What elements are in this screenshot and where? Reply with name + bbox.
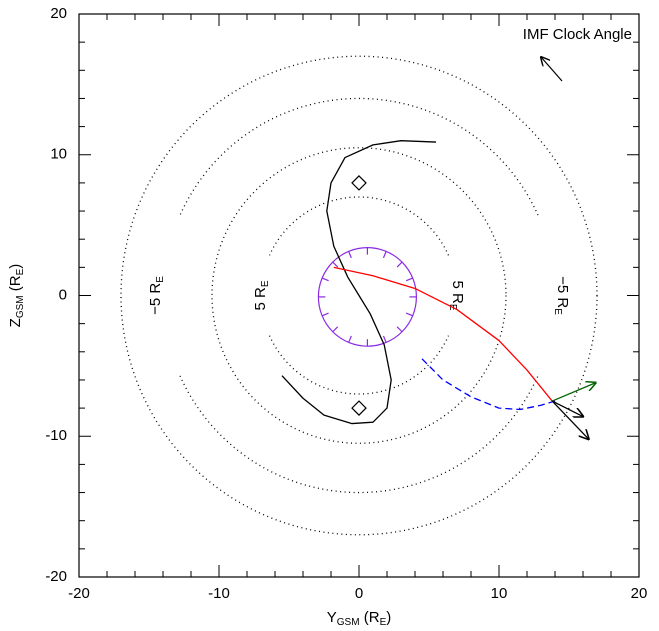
contour-label: −5 RE — [552, 276, 571, 315]
contour-label-part: 5 R — [252, 287, 269, 311]
contour-label-sub: E — [155, 276, 166, 283]
y-tick-label: 20 — [50, 5, 67, 22]
contour-label-sub: E — [260, 280, 271, 287]
vector — [551, 400, 588, 439]
y-axis-label: ZGSM (RE) — [7, 264, 26, 328]
y-tick-label: -20 — [45, 568, 67, 585]
ring-tick — [348, 335, 352, 343]
diamond — [351, 175, 367, 191]
contour — [120, 55, 598, 536]
ring-tick — [405, 277, 413, 282]
contour — [211, 147, 507, 444]
x-tick-label: 0 — [355, 585, 363, 602]
ring-tick — [332, 326, 339, 333]
y-axis-label-sub: E — [15, 268, 26, 275]
ring-tick — [348, 251, 352, 259]
contour-label: −5 RE — [147, 276, 166, 315]
clock-angle-arrow — [541, 57, 563, 82]
x-tick-label: -10 — [208, 585, 230, 602]
vector — [551, 383, 595, 402]
x-axis-label: YGSM (RE) — [327, 609, 391, 628]
x-axis-label-sub: E — [380, 617, 387, 628]
ring-tick — [396, 326, 403, 333]
x-axis-label-part: ) — [386, 609, 391, 626]
x-axis-label-sub: GSM — [337, 617, 360, 628]
chart-title: IMF Clock Angle — [523, 26, 632, 43]
x-tick-label: -20 — [68, 585, 90, 602]
ring-tick — [382, 251, 387, 259]
x-tick-label: 20 — [631, 585, 648, 602]
contour-label-sub: E — [552, 308, 563, 315]
y-axis-label-part: ) — [7, 264, 24, 269]
contour — [268, 196, 450, 395]
x-tick-label: 10 — [491, 585, 508, 602]
diamond — [351, 400, 367, 416]
contour-label-part: −5 R — [554, 276, 571, 308]
y-tick-label: -10 — [45, 427, 67, 444]
x-axis-label-part: Y — [327, 609, 337, 626]
vector — [551, 400, 583, 416]
curve — [281, 140, 437, 425]
x-axis-label-part: (R — [360, 609, 380, 626]
ring-tick — [396, 261, 403, 268]
contour-label-part: −5 R — [147, 283, 164, 315]
ring-tick — [321, 312, 329, 317]
contour-label-part: 5 R — [449, 280, 466, 304]
y-tick-label: 0 — [59, 286, 67, 303]
y-axis-label-sub: GSM — [15, 295, 26, 318]
curve — [333, 266, 553, 402]
ring-tick — [332, 261, 339, 268]
ring-tick — [382, 335, 387, 343]
contour-label: 5 RE — [252, 280, 271, 310]
curve — [421, 358, 556, 411]
y-tick-label: 10 — [50, 146, 67, 163]
y-axis-label-part: (R — [7, 275, 24, 295]
y-axis-label-part: Z — [7, 318, 24, 327]
ring-tick — [405, 312, 413, 317]
ring-tick — [321, 277, 329, 282]
contour — [179, 97, 539, 494]
